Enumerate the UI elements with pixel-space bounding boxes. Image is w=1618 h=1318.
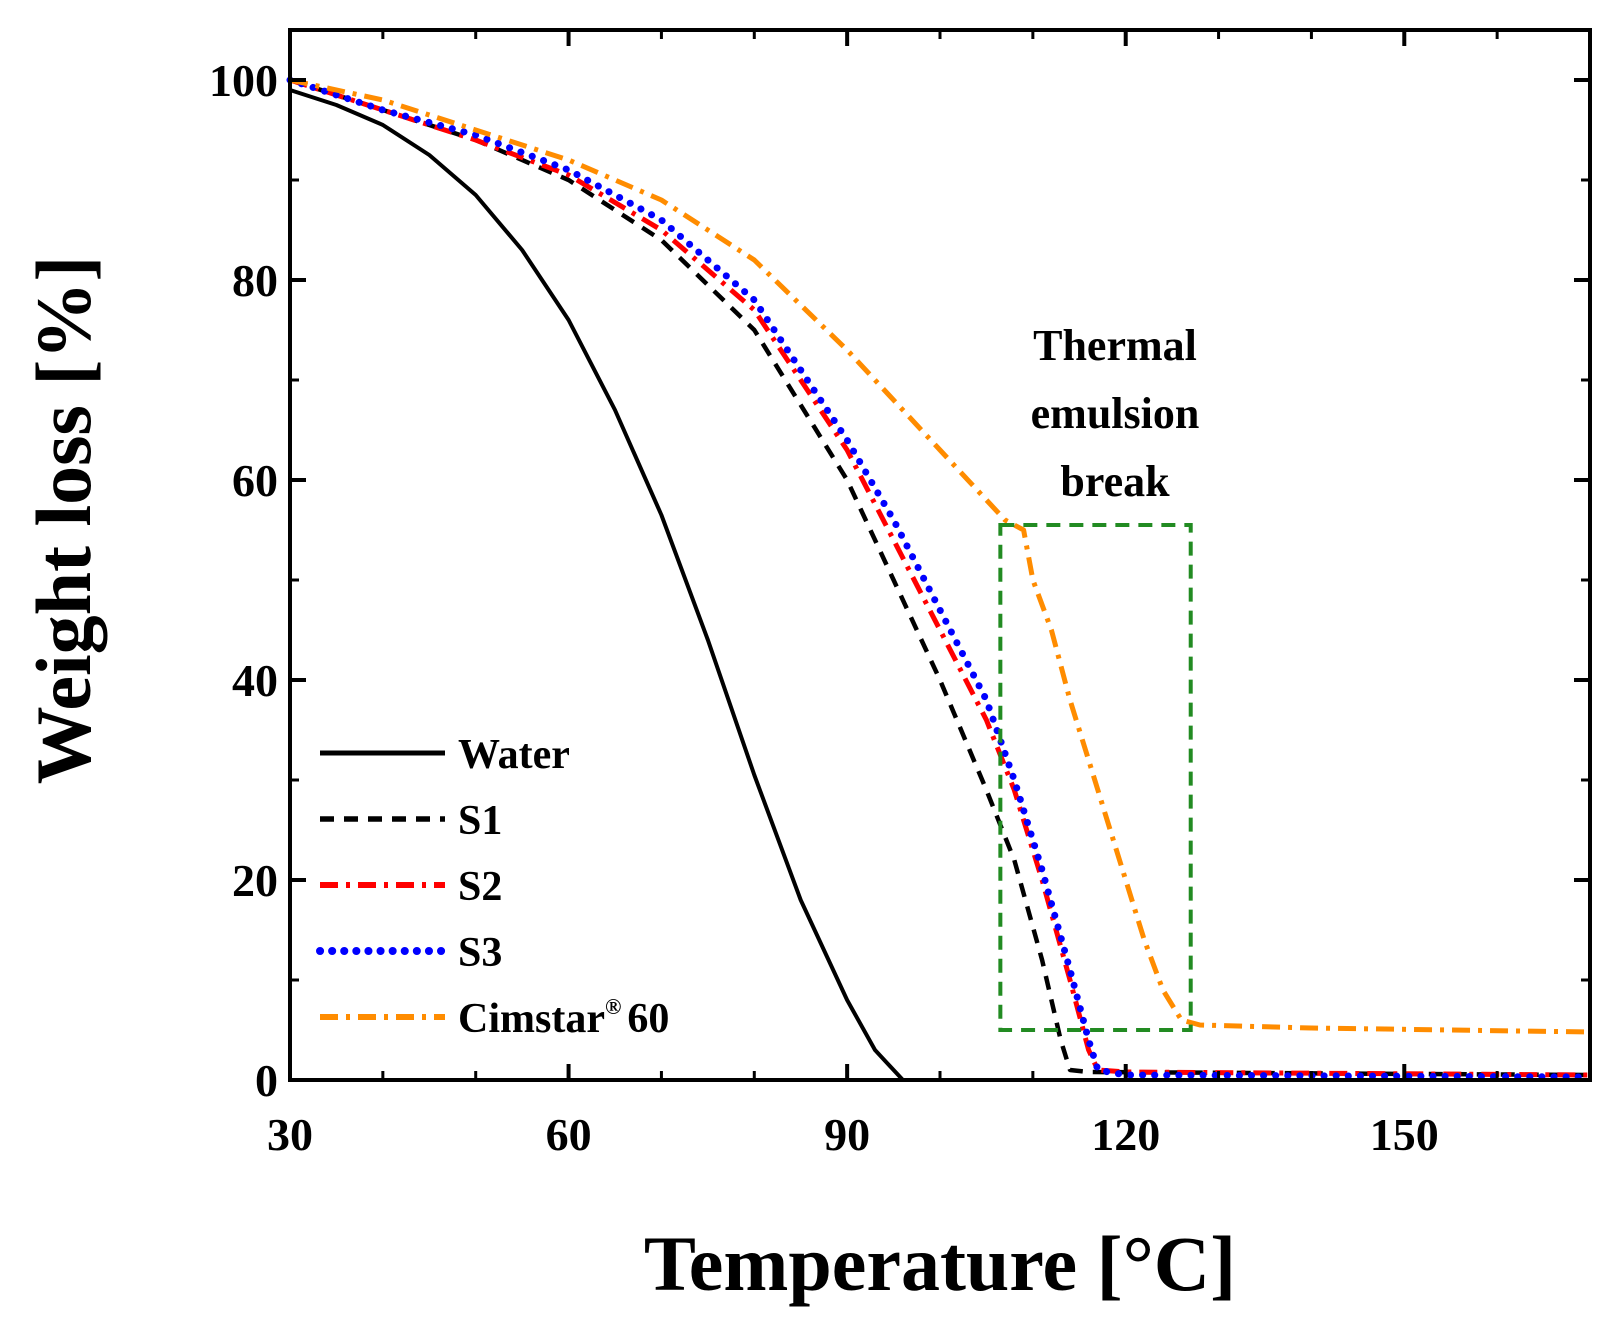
y-axis-title: Weight loss [%] <box>20 256 107 785</box>
x-tick-label: 120 <box>1091 1109 1160 1160</box>
annotation-line-3: break <box>1060 457 1170 506</box>
legend-label: S2 <box>458 864 502 910</box>
x-tick-label: 150 <box>1370 1109 1439 1160</box>
x-tick-label: 60 <box>546 1109 592 1160</box>
series-line-cimstar-60 <box>289 77 1591 1035</box>
x-tick-label: 90 <box>824 1109 870 1160</box>
y-tick-label: 60 <box>232 455 278 506</box>
legend: Water S1 S2 S3 Cimstar® 60 <box>316 732 669 1042</box>
annotation-line-1: Thermal <box>1033 321 1197 370</box>
series-line-water <box>289 88 1033 1082</box>
x-axis-title: Temperature [°C] <box>644 1220 1236 1307</box>
x-tick-label: 30 <box>267 1109 313 1160</box>
annotation-box-layer <box>998 523 1193 1032</box>
thermal-break-box <box>998 523 1193 1032</box>
plot-frame <box>288 28 1592 1082</box>
legend-label: Water <box>458 732 570 778</box>
y-tick-label: 80 <box>232 255 278 306</box>
legend-label: S3 <box>458 930 502 976</box>
legend-label: Cimstar® 60 <box>458 994 669 1042</box>
annotation-line-2: emulsion <box>1031 389 1200 438</box>
series-line-s2 <box>289 77 1591 1078</box>
y-tick-label: 100 <box>209 55 278 106</box>
series-line-s3 <box>286 76 1594 1081</box>
annotation-text: Thermal emulsion break <box>1031 321 1200 506</box>
tick-layer: 30 60 90 120 150 0 20 40 60 80 100 <box>209 30 1590 1160</box>
series-line-s1 <box>289 77 1591 1078</box>
y-tick-label: 20 <box>232 855 278 906</box>
y-tick-label: 40 <box>232 655 278 706</box>
y-tick-label: 0 <box>255 1055 278 1106</box>
series-layer <box>286 76 1594 1082</box>
legend-label: S1 <box>458 798 502 844</box>
